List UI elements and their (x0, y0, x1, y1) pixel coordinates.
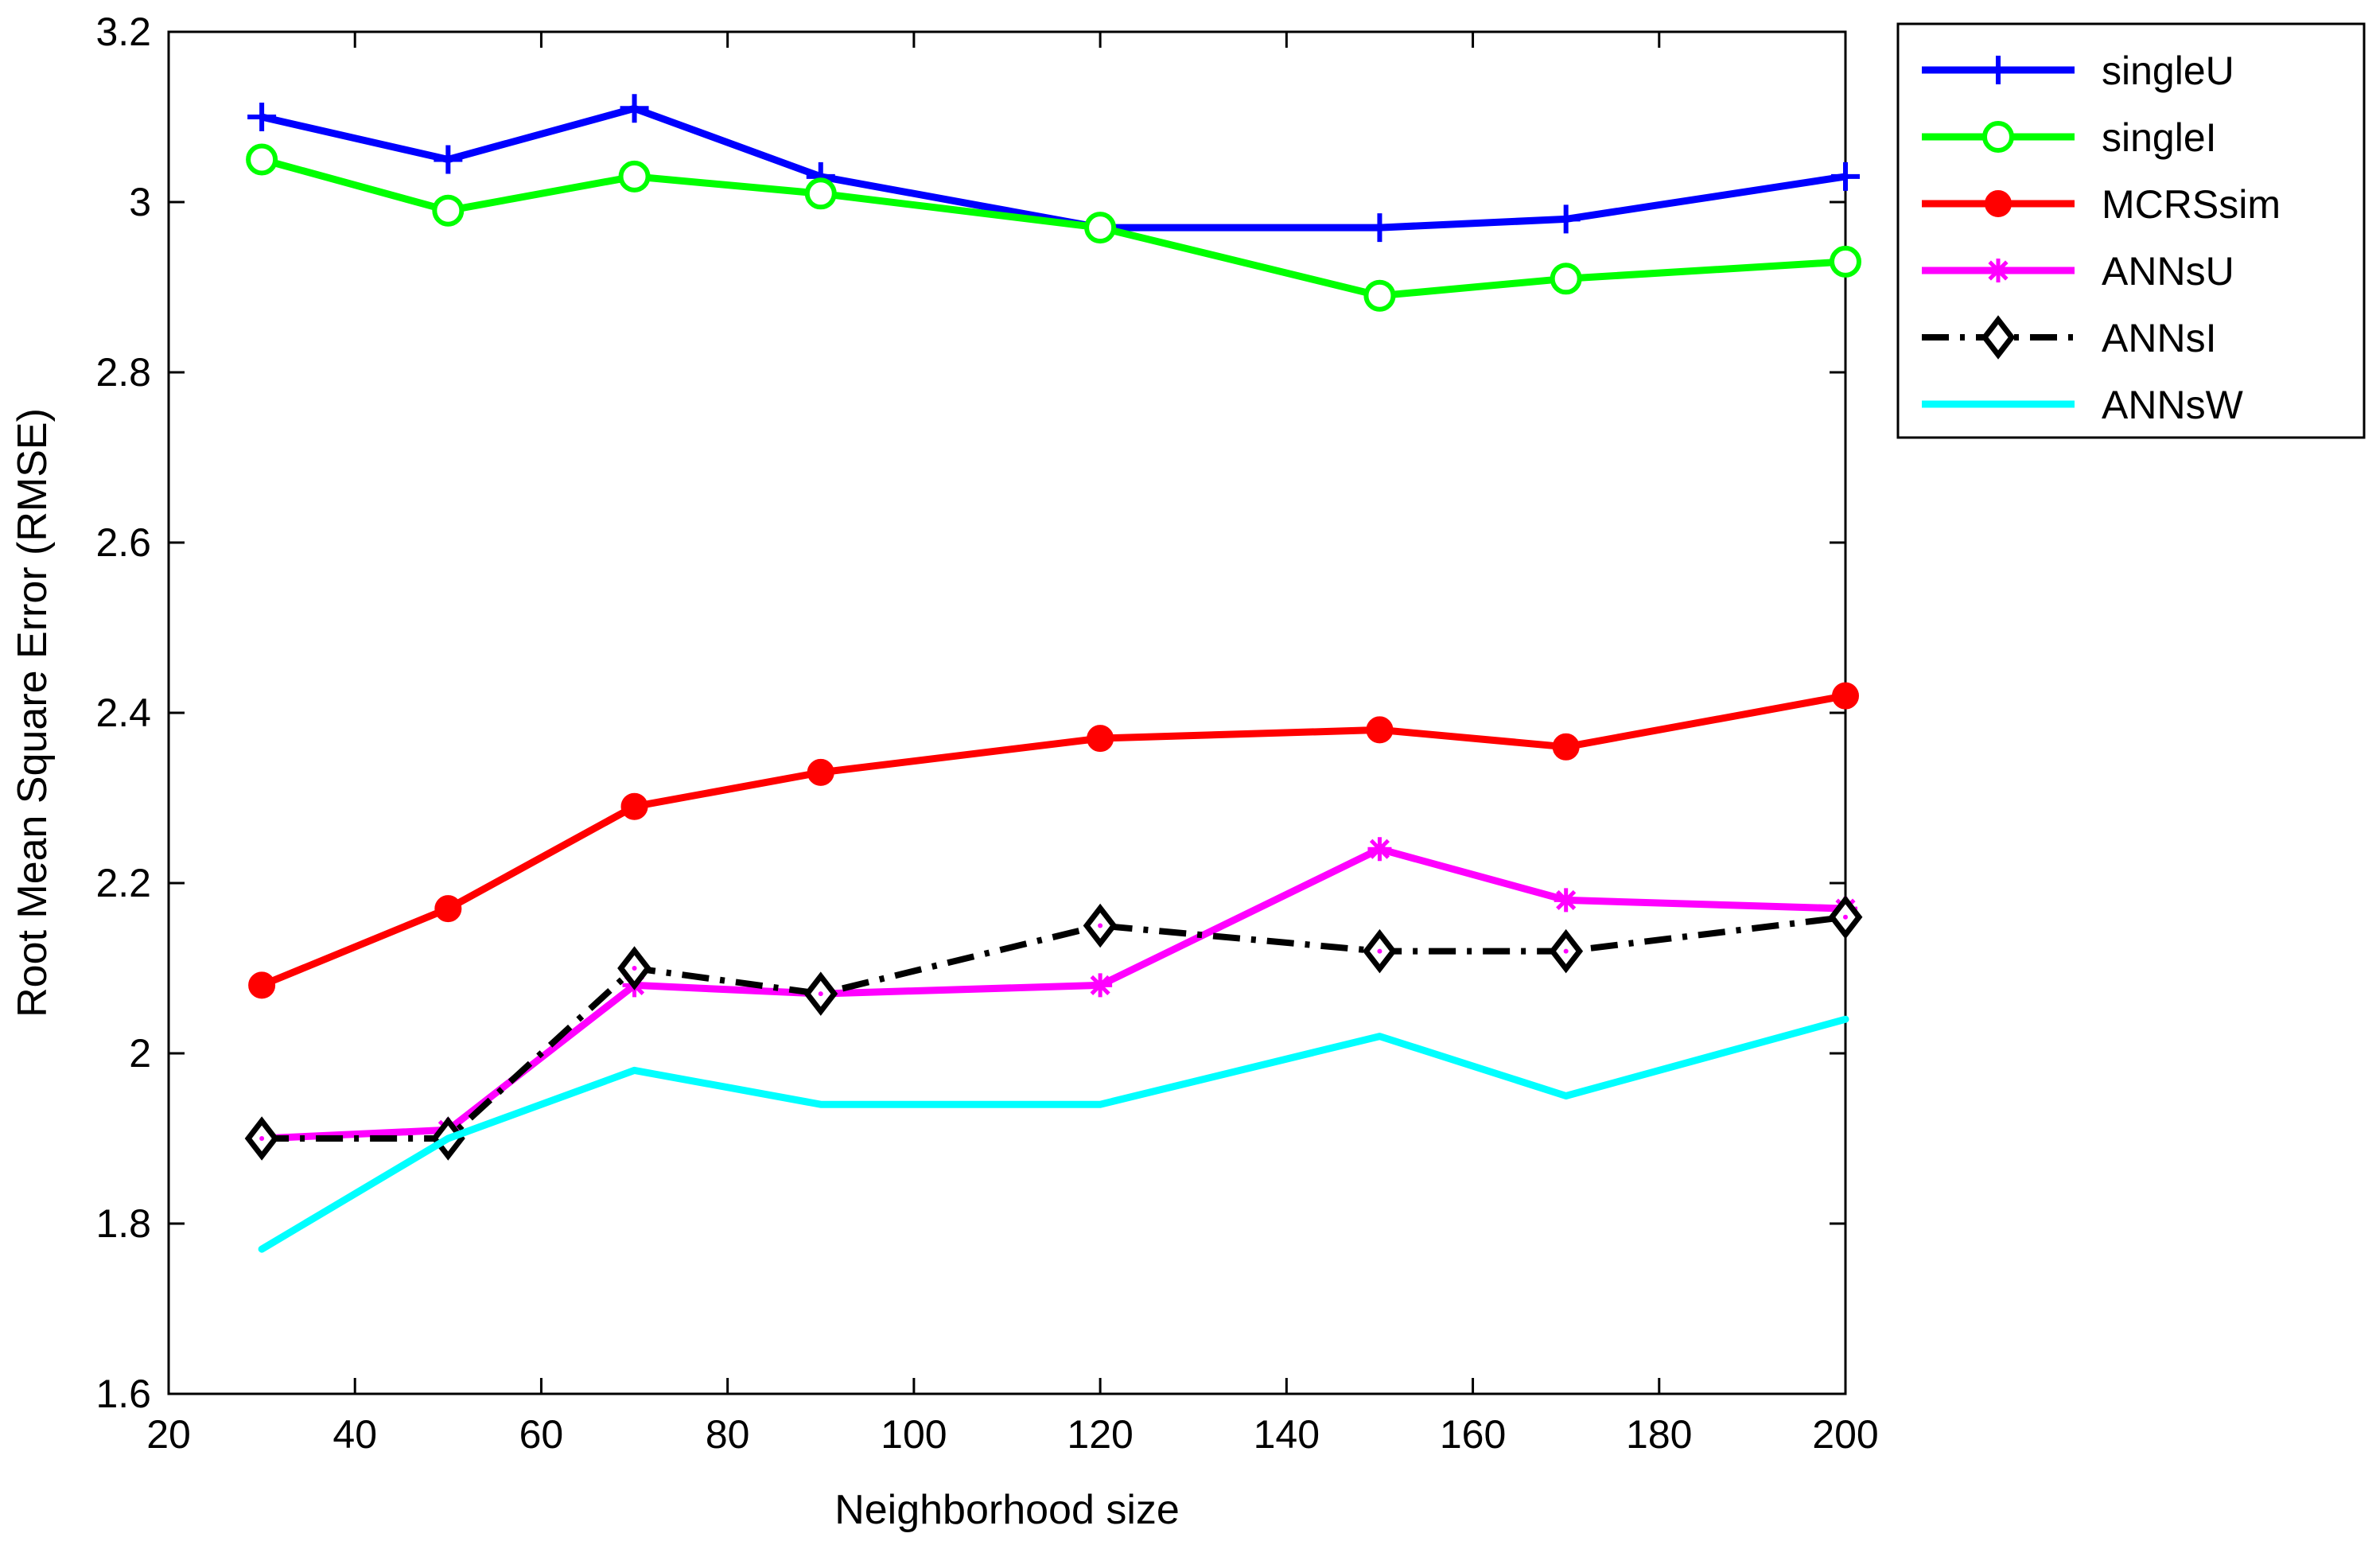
legend-marker-ANNsU (1986, 259, 2010, 282)
data-point-singleI (1363, 279, 1396, 312)
data-point-inner-ANNsI (259, 1136, 265, 1141)
x-tick-label: 160 (1440, 1412, 1506, 1457)
legend-marker-MCRSsim (1985, 190, 2012, 217)
data-point-singleU (1831, 162, 1860, 191)
legend-label-MCRSsim: MCRSsim (2102, 182, 2281, 227)
data-point-ANNsU (1088, 973, 1113, 998)
data-point-inner-ANNsI (1563, 948, 1569, 954)
data-point-singleU (1551, 204, 1581, 234)
series-line-MCRSsim (258, 692, 1849, 989)
data-point-inner-ANNsI (1377, 948, 1382, 954)
x-axis-title: Neighborhood size (834, 1487, 1180, 1533)
legend-marker-singleI (1982, 121, 2014, 153)
data-point-ANNsU (1554, 888, 1578, 913)
data-point-singleI (246, 143, 278, 176)
series-singleI (246, 143, 1861, 312)
data-point-MCRSsim (248, 971, 276, 999)
data-point-MCRSsim (1552, 733, 1580, 761)
data-point-singleU (620, 94, 649, 123)
x-tick-label: 120 (1067, 1412, 1133, 1457)
x-tick-label: 200 (1812, 1412, 1878, 1457)
data-point-singleI (804, 177, 837, 210)
y-tick-label: 3.2 (95, 10, 151, 54)
legend-item-ANNsW: ANNsW (1922, 383, 2244, 427)
series-line-ANNsI (262, 913, 1846, 1142)
x-tick-label: 80 (706, 1412, 750, 1457)
legend-label-ANNsI: ANNsI (2102, 316, 2216, 360)
y-tick-label: 1.6 (95, 1372, 151, 1416)
data-point-singleU (434, 145, 463, 174)
x-tick-label: 100 (881, 1412, 947, 1457)
data-point-MCRSsim (620, 792, 648, 820)
y-tick-label: 2.2 (95, 861, 151, 905)
legend-label-singleI: singleI (2102, 115, 2217, 160)
data-point-singleI (1830, 245, 1861, 278)
x-tick-label: 20 (146, 1412, 191, 1457)
series-line-singleU (258, 104, 1849, 232)
data-point-inner-ANNsI (818, 991, 823, 997)
x-tick-label: 60 (519, 1412, 564, 1457)
legend-item-ANNsI: ANNsI (1922, 315, 2216, 360)
data-point-MCRSsim (807, 758, 834, 786)
x-tick-label: 140 (1254, 1412, 1320, 1457)
series-line-singleI (258, 156, 1849, 300)
y-tick-label: 2.8 (95, 350, 151, 395)
y-axis-title: Root Mean Square Error (RMSE) (10, 408, 56, 1018)
data-point-singleI (432, 194, 465, 227)
x-tick-label: 180 (1626, 1412, 1692, 1457)
data-point-ANNsU (1367, 837, 1392, 862)
legend-marker-singleU (1984, 56, 2012, 84)
data-point-singleI (1084, 212, 1117, 244)
y-tick-label: 2.6 (95, 520, 151, 565)
series-ANNsW (258, 1015, 1849, 1253)
data-point-singleU (247, 103, 277, 131)
data-point-singleI (1550, 263, 1582, 295)
data-point-MCRSsim (1087, 725, 1114, 753)
legend-box (1896, 22, 2366, 439)
legend-label-ANNsU: ANNsU (2102, 249, 2234, 294)
y-tick-label: 3 (129, 180, 151, 224)
series-line-ANNsW (258, 1015, 1849, 1253)
legend-label-singleU: singleU (2102, 49, 2234, 93)
data-point-MCRSsim (1832, 682, 1859, 710)
data-point-inner-ANNsI (632, 966, 637, 971)
legend-item-singleI: singleI (1922, 115, 2217, 160)
legend-item-ANNsU: ANNsU (1922, 249, 2234, 294)
y-tick-label: 2.4 (95, 691, 151, 735)
legend-item-MCRSsim: MCRSsim (1922, 182, 2281, 227)
data-point-inner-ANNsI (1098, 923, 1103, 928)
x-tick-label: 40 (332, 1412, 377, 1457)
series-MCRSsim (248, 682, 1859, 999)
data-point-singleU (1365, 213, 1394, 243)
legend-marker-ANNsI (1981, 315, 2016, 360)
data-point-inner-ANNsI (1843, 914, 1848, 920)
y-tick-label: 2 (129, 1031, 151, 1076)
plot-frame (167, 30, 1847, 1395)
legend-label-ANNsW: ANNsW (2102, 383, 2244, 427)
data-point-singleI (618, 160, 651, 193)
legend-item-singleU: singleU (1922, 49, 2234, 93)
y-tick-label: 1.8 (95, 1201, 151, 1246)
data-point-MCRSsim (1366, 716, 1394, 744)
data-point-MCRSsim (434, 895, 462, 923)
